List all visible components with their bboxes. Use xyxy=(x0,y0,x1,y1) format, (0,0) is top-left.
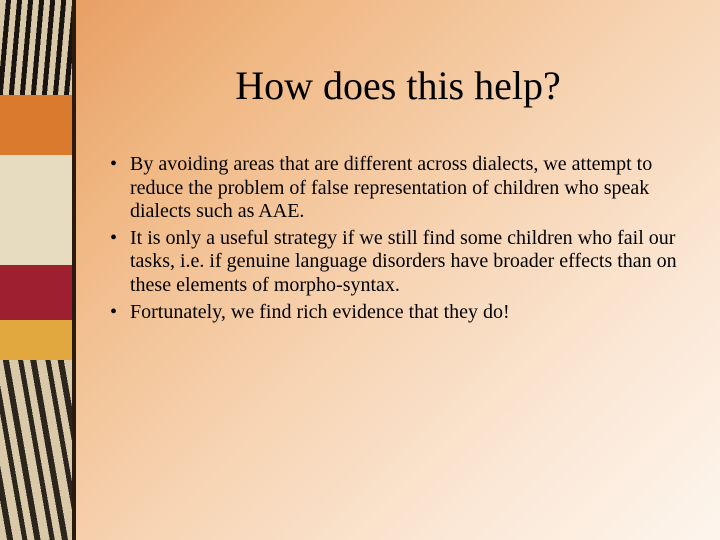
content-area: How does this help? By avoiding areas th… xyxy=(76,0,720,540)
sidebar-stripe-cream xyxy=(0,155,72,265)
decorative-sidebar xyxy=(0,0,72,540)
bullet-item: Fortunately, we find rich evidence that … xyxy=(104,301,692,325)
bullet-list: By avoiding areas that are different acr… xyxy=(76,139,720,324)
slide-title: How does this help? xyxy=(76,0,720,139)
slide: How does this help? By avoiding areas th… xyxy=(0,0,720,540)
sidebar-stripe-red xyxy=(0,265,72,320)
bullet-item: It is only a useful strategy if we still… xyxy=(104,227,692,298)
bullet-item: By avoiding areas that are different acr… xyxy=(104,153,692,224)
sidebar-stripe-yellow xyxy=(0,320,72,360)
sidebar-stripe-orange xyxy=(0,95,72,155)
sidebar-stripe-pattern-top xyxy=(0,0,72,95)
sidebar-stripe-pattern-bottom xyxy=(0,360,72,540)
